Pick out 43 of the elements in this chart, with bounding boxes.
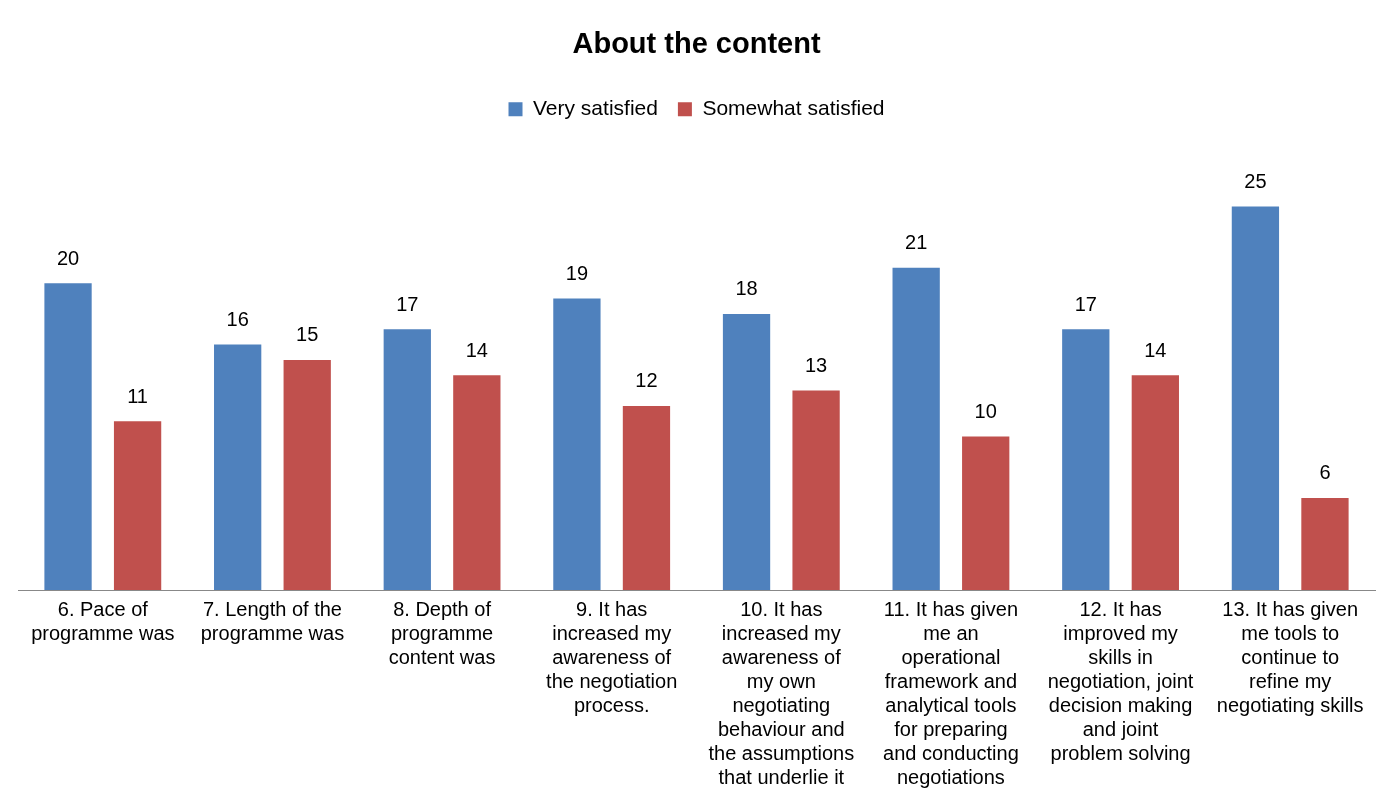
data-label: 21 — [905, 231, 928, 254]
data-label: 14 — [1144, 338, 1167, 361]
data-label: 6 — [1319, 461, 1331, 484]
x-tick-label: 8. Depth of programme content was — [388, 597, 496, 668]
bar — [892, 267, 940, 590]
data-label: 14 — [465, 338, 488, 361]
data-label: 12 — [635, 369, 658, 392]
data-label: 17 — [396, 292, 419, 315]
bar — [962, 436, 1010, 590]
bar — [553, 298, 601, 590]
bar — [1062, 329, 1110, 590]
data-label: 13 — [804, 354, 828, 377]
bar — [1131, 375, 1179, 590]
data-label: 25 — [1244, 170, 1267, 193]
x-tick-label: 6. Pace of programme was — [31, 597, 175, 644]
bar — [1301, 497, 1349, 590]
legend-label: Somewhat satisfied — [702, 96, 885, 120]
bar — [283, 359, 331, 590]
bar — [383, 329, 431, 590]
bar — [453, 375, 501, 590]
legend-label: Very satisfied — [533, 96, 658, 120]
data-label: 18 — [735, 277, 758, 300]
data-label: 10 — [974, 400, 997, 423]
bar — [722, 313, 771, 590]
x-tick-label: 10. It has increased my awareness of my own negotiating behaviour and the assumptions that underlie it — [708, 597, 855, 788]
data-label: 20 — [56, 246, 80, 269]
data-label: 11 — [127, 384, 148, 407]
bar — [1231, 206, 1280, 590]
bar — [214, 344, 262, 590]
x-tick-label: 7. Length of the programme was — [200, 597, 345, 644]
bar — [622, 405, 671, 590]
bar — [113, 421, 162, 590]
bar — [44, 283, 92, 590]
data-label: 15 — [296, 323, 319, 346]
data-label: 17 — [1074, 292, 1097, 315]
x-tick-label: 12. It has improved my skills in negotiation, joint decision making and joint problem solving — [1047, 597, 1194, 764]
bar — [792, 390, 840, 590]
chart-title: About the content — [572, 27, 821, 60]
x-tick-label: 11. It has given me an operational framework and analytical tools for preparing and conducting negotiations — [883, 597, 1019, 788]
x-tick-label: 13. It has given me tools to continue to refine my negotiating skills — [1216, 597, 1364, 716]
data-label: 16 — [226, 308, 249, 331]
data-label: 19 — [565, 262, 589, 285]
x-tick-label: 9. It has increased my awareness of the negotiation process. — [546, 597, 678, 716]
